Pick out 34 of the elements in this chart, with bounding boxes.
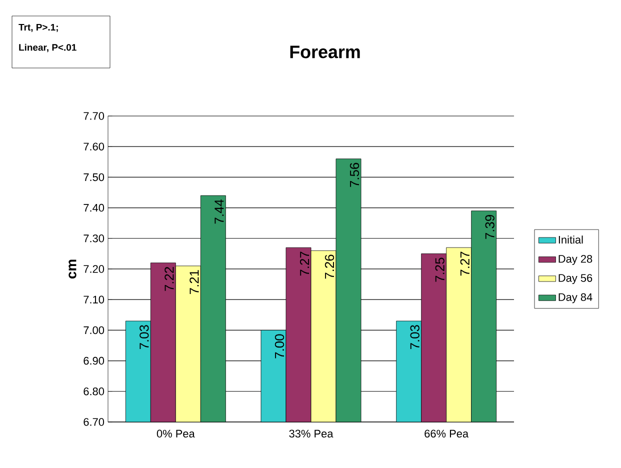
x-tick-label: 33% Pea [289,430,334,438]
data-label: 7.26 [324,254,334,279]
data-label: 7.56 [350,162,360,187]
y-tick-label: 7.30 [84,234,104,242]
x-tick-label: 0% Pea [156,430,195,438]
data-label: 7.22 [164,267,174,291]
y-tick-label: 6.80 [84,388,104,396]
y-tick-label: 6.90 [84,356,104,365]
data-label: 7.03 [140,325,149,350]
legend-label: Day 56 [558,274,592,284]
y-tick-label: 7.70 [84,112,104,120]
data-label: 7.27 [300,252,310,276]
data-label: 7.00 [274,334,284,358]
data-label: 7.39 [485,214,494,239]
chart-title: Forearm [290,46,360,58]
legend-label: Day 84 [558,293,592,304]
data-label: 7.27 [460,252,470,276]
y-tick-label: 7.40 [84,204,104,212]
y-tick-label: 7.00 [84,326,104,334]
text: Trt, P>.1; [18,24,58,32]
x-tick-label: 66% Pea [424,430,469,438]
legend-label: Day 28 [558,255,592,265]
text: Linear, P<.01 [19,44,76,52]
legend-label: Initial [558,236,583,244]
y-tick-label: 7.60 [84,142,104,150]
data-label: 7.03 [410,325,420,350]
data-label: 7.21 [190,270,199,294]
y-tick-label: 7.20 [84,265,104,273]
data-label: 7.25 [435,258,444,282]
y-tick-label: 6.70 [84,418,104,426]
y-tick-label: 7.50 [84,173,104,182]
y-tick-label: 7.10 [84,296,104,304]
y-axis-title: cm [68,260,76,279]
data-label: 7.44 [214,199,224,224]
